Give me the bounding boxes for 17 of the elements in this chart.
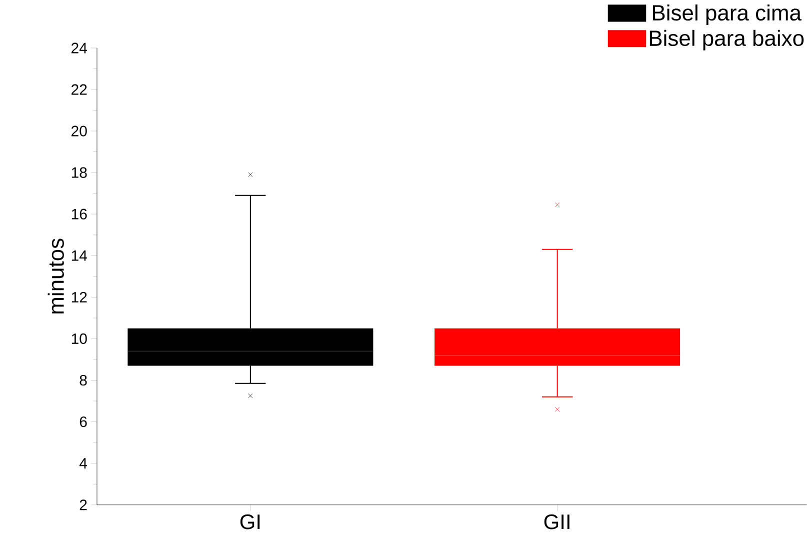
y-tick-label: 18 [72, 167, 87, 178]
y-tick-label: 24 [72, 42, 88, 54]
y-tick-label: 12 [72, 292, 87, 302]
y-tick-label: 14 [72, 250, 88, 261]
y-tick-label: 10 [72, 333, 87, 344]
y-axis-title: minutos [48, 238, 64, 314]
y-tick-label: 20 [72, 126, 87, 136]
legend-label: Bisel para baixo [650, 30, 804, 50]
y-tick-label: 4 [79, 458, 88, 469]
y-tick-label: 2 [80, 500, 87, 510]
x-tick-label: GII [544, 514, 570, 530]
y-tick-label: 22 [72, 84, 87, 95]
legend-label: Bisel para cima [652, 4, 802, 26]
x-tick-label: GI [240, 514, 260, 530]
y-tick-label: 16 [72, 208, 87, 220]
y-tick-label: 8 [80, 375, 87, 386]
y-tick-label: 6 [80, 416, 87, 428]
